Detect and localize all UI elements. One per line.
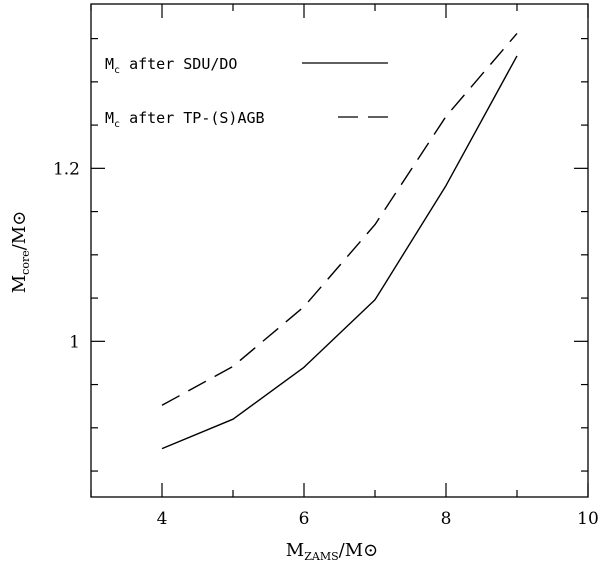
legend-entry-agb: Mc after TP-(S)AGB <box>105 109 265 130</box>
x-label-sub: ZAMS <box>304 550 338 563</box>
legend-sdu-sub: c <box>114 65 120 76</box>
series-lines <box>161 32 518 450</box>
legend-sdu-rest: after SDU/DO <box>120 55 237 73</box>
y-label-main: M <box>9 275 30 293</box>
legend-sdu-main: M <box>105 55 114 73</box>
y-tick-label: 1.2 <box>53 159 80 179</box>
x-label-tail: /M⊙ <box>339 540 379 561</box>
y-label-sub: core <box>19 250 32 275</box>
series-line-sdu-do <box>161 55 518 450</box>
legend-agb-sub: c <box>114 119 120 130</box>
x-label-main: M <box>286 540 304 561</box>
y-axis-label: Mcore/M⊙ <box>9 211 32 294</box>
plot-frame <box>90 3 589 498</box>
series-line-tp-sagb <box>161 32 518 406</box>
legend-agb-rest: after TP-(S)AGB <box>120 109 265 127</box>
y-tick-label: 1 <box>69 332 80 352</box>
y-label-tail: /M⊙ <box>9 211 30 251</box>
legend-agb-main: M <box>105 109 114 127</box>
x-tick-label: 8 <box>441 509 452 529</box>
legend-entry-sdu: Mc after SDU/DO <box>105 55 237 76</box>
x-tick-label: 4 <box>157 509 168 529</box>
x-axis-label: MZAMS/M⊙ <box>286 540 378 563</box>
ticks <box>90 4 589 497</box>
x-tick-label: 6 <box>299 509 310 529</box>
x-tick-label: 10 <box>577 509 599 529</box>
tick-labels: 4 6 8 10 1 1.2 <box>53 159 599 529</box>
legend: Mc after SDU/DO Mc after TP-(S)AGB <box>105 55 388 130</box>
